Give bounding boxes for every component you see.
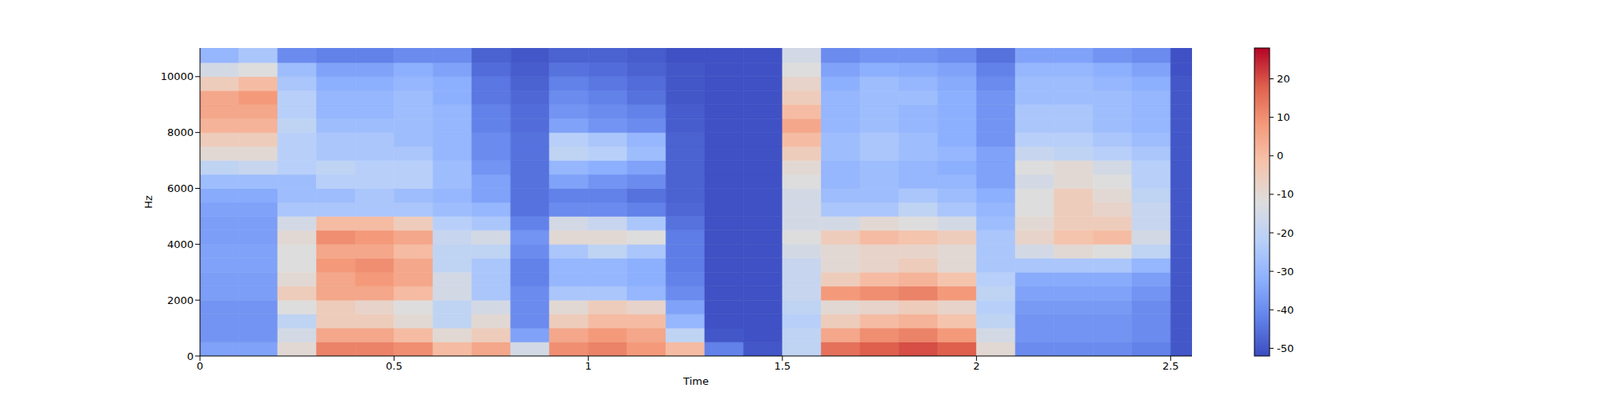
svg-text:4000: 4000 (167, 238, 194, 251)
svg-text:-50: -50 (1276, 342, 1294, 355)
svg-text:0.5: 0.5 (385, 360, 403, 372)
svg-text:-10: -10 (1276, 188, 1294, 200)
svg-text:-40: -40 (1276, 304, 1294, 316)
svg-text:0: 0 (1276, 149, 1284, 162)
svg-text:10000: 10000 (160, 70, 194, 83)
svg-text:10: 10 (1276, 111, 1291, 124)
svg-text:1.5: 1.5 (774, 360, 792, 372)
svg-text:2000: 2000 (167, 294, 194, 307)
svg-text:0: 0 (187, 350, 194, 363)
svg-text:2: 2 (973, 360, 980, 372)
svg-text:1: 1 (584, 360, 592, 372)
svg-text:6000: 6000 (167, 182, 194, 195)
svg-text:-30: -30 (1276, 265, 1294, 278)
svg-text:2.5: 2.5 (1162, 360, 1180, 372)
svg-text:8000: 8000 (167, 126, 194, 139)
html-text:Hz: Hz (142, 195, 154, 209)
svg-text:20: 20 (1276, 72, 1291, 85)
svg-text:-20: -20 (1276, 227, 1294, 240)
svg-text:0: 0 (196, 360, 204, 372)
html-text:Time: Time (683, 375, 709, 388)
